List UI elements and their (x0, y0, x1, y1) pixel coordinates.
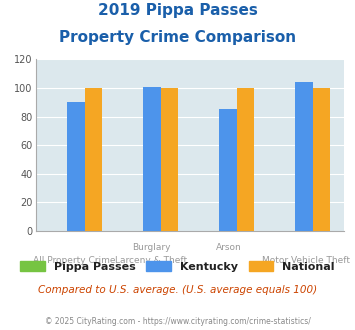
Legend: Pippa Passes, Kentucky, National: Pippa Passes, Kentucky, National (16, 256, 339, 276)
Bar (313, 88, 330, 231)
Bar (84, 88, 102, 231)
Text: Arson: Arson (215, 243, 241, 251)
Text: Larceny & Theft: Larceny & Theft (115, 256, 187, 265)
Bar (143, 86, 160, 231)
Text: 2019 Pippa Passes: 2019 Pippa Passes (98, 3, 257, 18)
Bar (67, 102, 84, 231)
Bar (295, 82, 313, 231)
Bar (219, 110, 237, 231)
Text: All Property Crime: All Property Crime (33, 256, 115, 265)
Bar (237, 88, 254, 231)
Text: © 2025 CityRating.com - https://www.cityrating.com/crime-statistics/: © 2025 CityRating.com - https://www.city… (45, 317, 310, 326)
Bar (160, 88, 178, 231)
Text: Compared to U.S. average. (U.S. average equals 100): Compared to U.S. average. (U.S. average … (38, 285, 317, 295)
Text: Motor Vehicle Theft: Motor Vehicle Theft (262, 256, 350, 265)
Text: Property Crime Comparison: Property Crime Comparison (59, 30, 296, 45)
Text: Burglary: Burglary (132, 243, 170, 251)
